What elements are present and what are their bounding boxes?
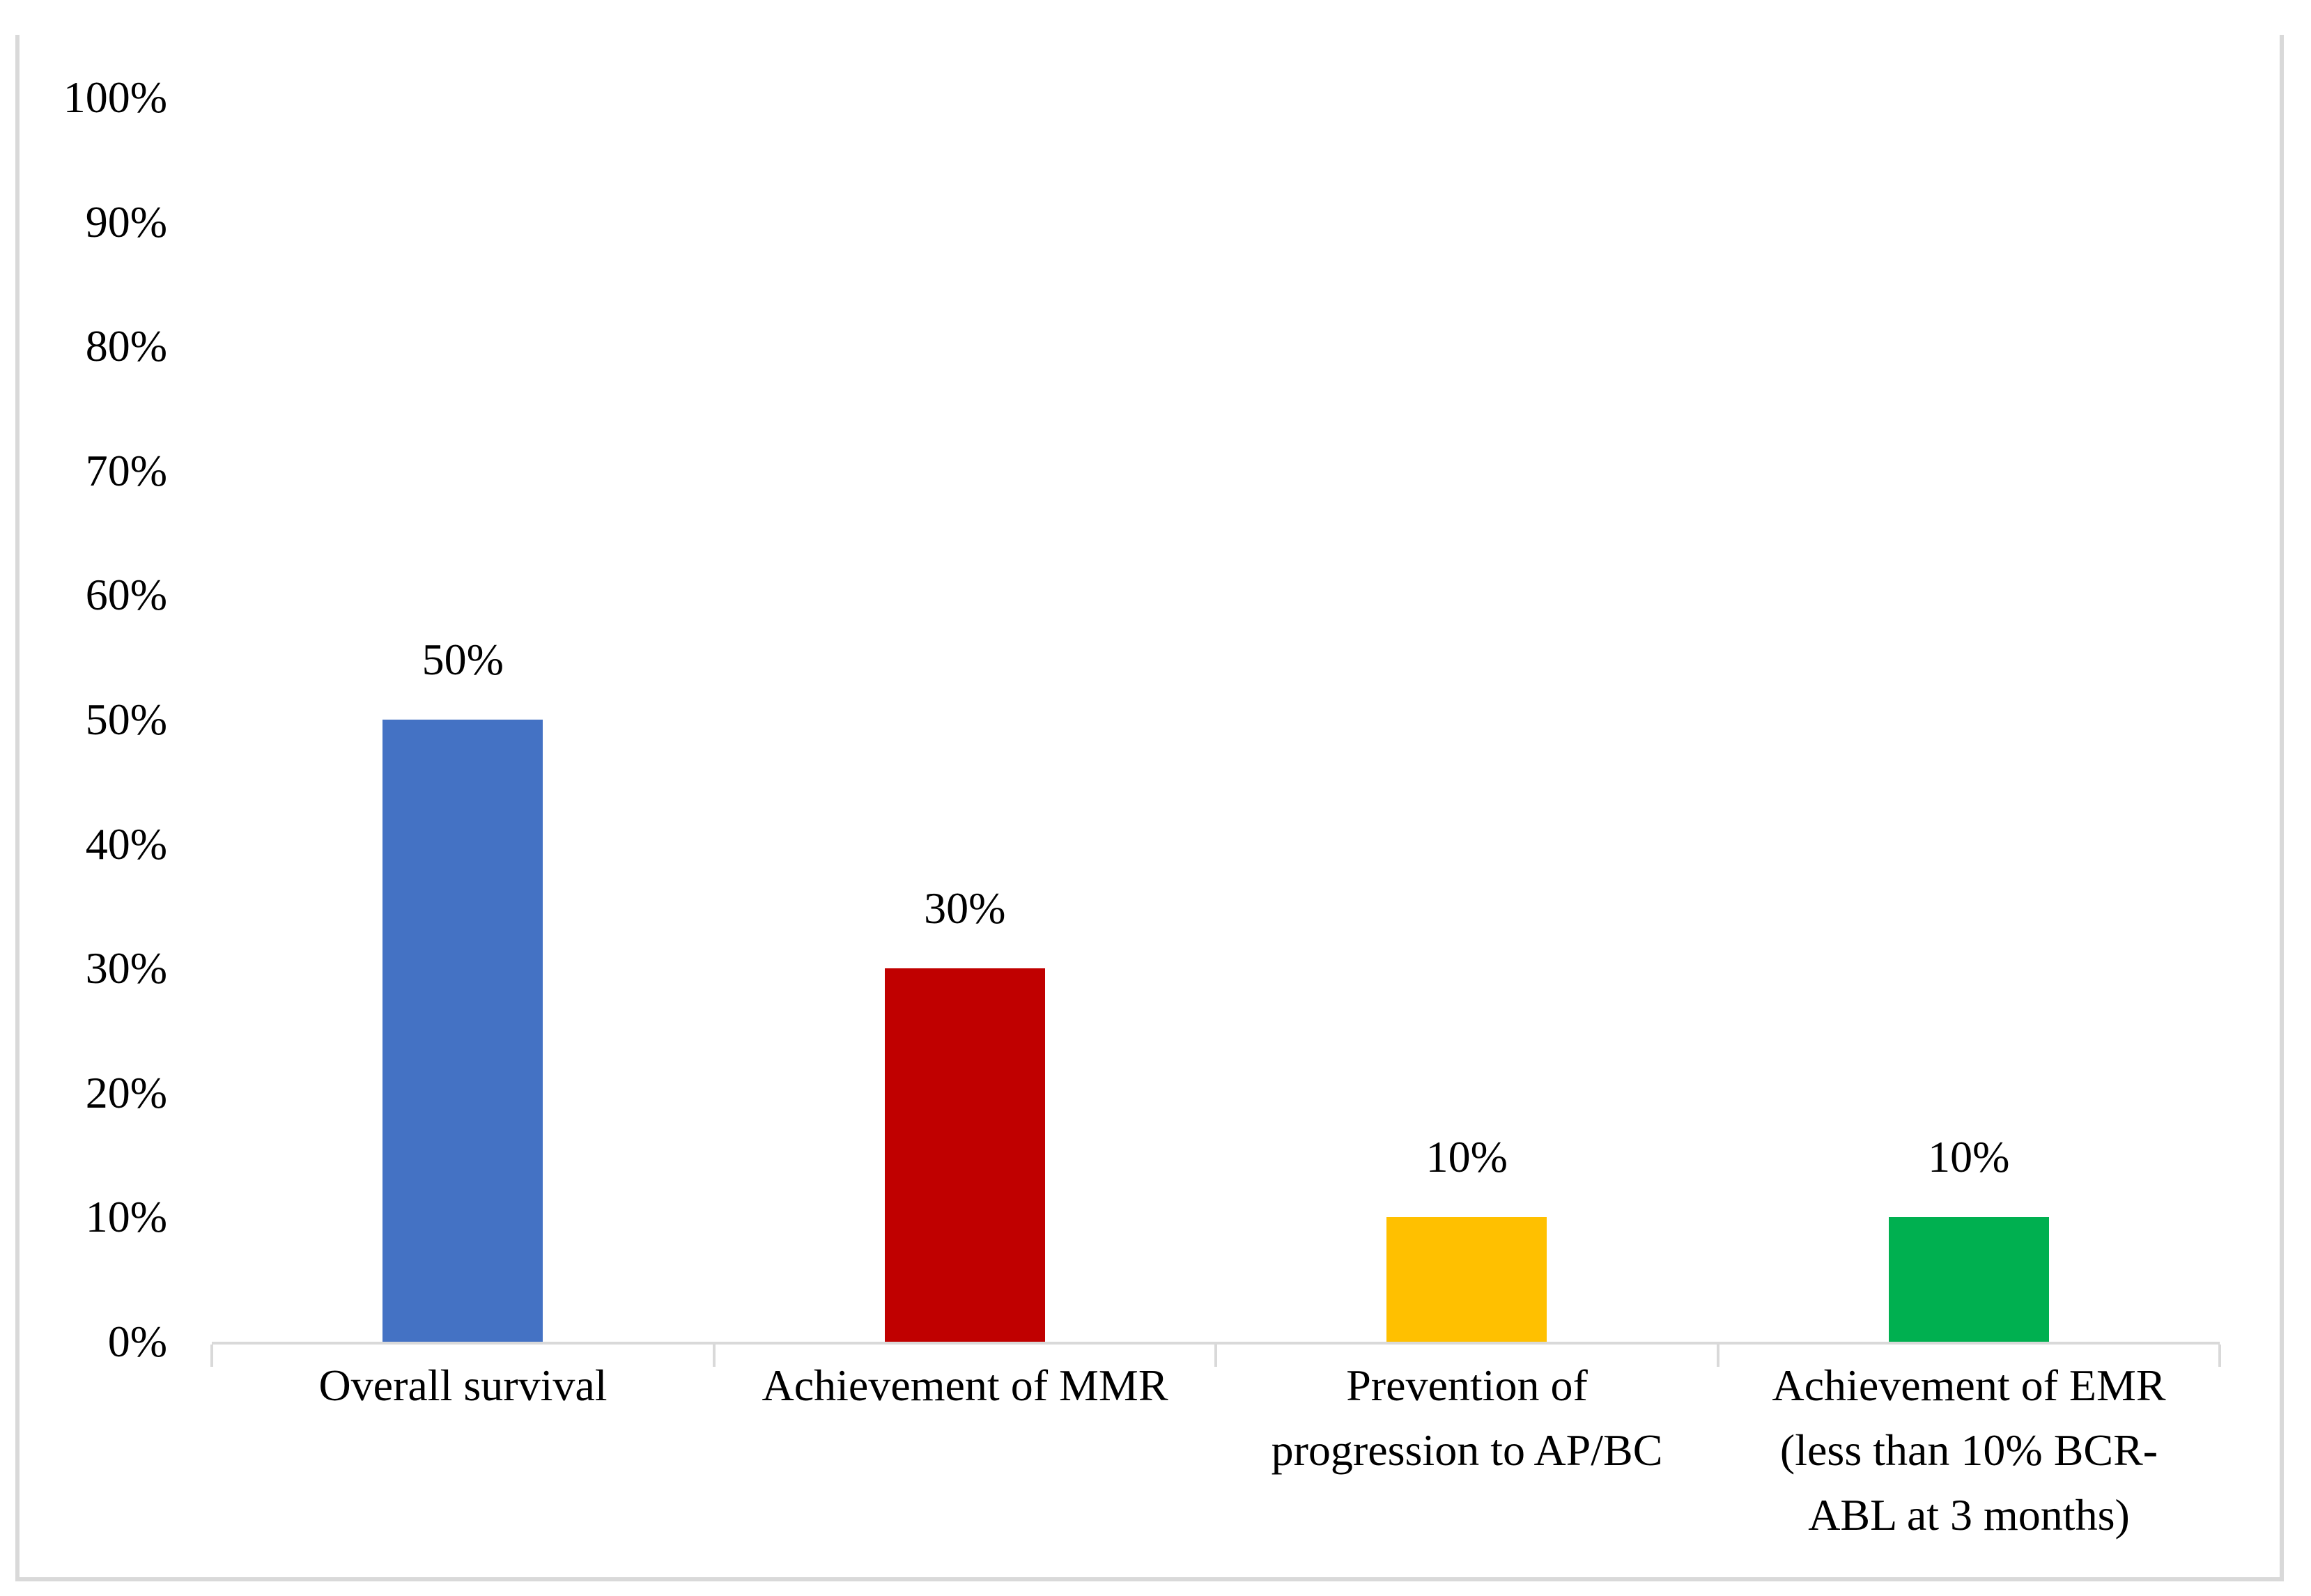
y-axis-tick-label: 80% — [85, 321, 167, 371]
y-axis-tick-label: 40% — [85, 819, 167, 869]
plot-area: 50% 30% 10% 10% — [210, 98, 2221, 1367]
category-label: Achievement of EMR (less than 10% BCR- A… — [1772, 1361, 2166, 1540]
axis-boundary-tick — [210, 1345, 213, 1367]
y-axis-tick-label: 60% — [85, 570, 167, 620]
axis-boundary-tick — [1214, 1345, 1217, 1367]
y-axis-tick-label: 100% — [63, 72, 167, 122]
bar-data-label: 30% — [924, 883, 1006, 933]
bar-data-label: 10% — [1425, 1132, 1508, 1182]
category-label: Prevention of progression to AP/BC — [1271, 1361, 1663, 1475]
y-axis-tick-label: 10% — [85, 1192, 167, 1242]
y-axis-tick-label: 20% — [85, 1067, 167, 1117]
figure-frame — [15, 35, 2284, 1581]
bar-data-label: 50% — [422, 635, 504, 684]
y-axis-tick-label: 30% — [85, 943, 167, 993]
y-axis-tick-label: 70% — [85, 445, 167, 495]
category-label: Achievement of MMR — [762, 1361, 1168, 1410]
y-axis-tick-label: 0% — [107, 1317, 167, 1366]
axis-boundary-tick — [2218, 1345, 2221, 1367]
y-axis-tick-label: 50% — [85, 695, 167, 744]
y-axis-tick-label: 90% — [85, 196, 167, 247]
bar — [1888, 1217, 2049, 1342]
bar-data-label: 10% — [1928, 1132, 2010, 1182]
bar — [382, 720, 543, 1342]
bar — [1386, 1217, 1547, 1342]
bar — [884, 968, 1045, 1342]
category-label: Overall survival — [318, 1361, 608, 1410]
axis-boundary-tick — [1716, 1345, 1719, 1367]
axis-boundary-tick — [712, 1345, 716, 1367]
